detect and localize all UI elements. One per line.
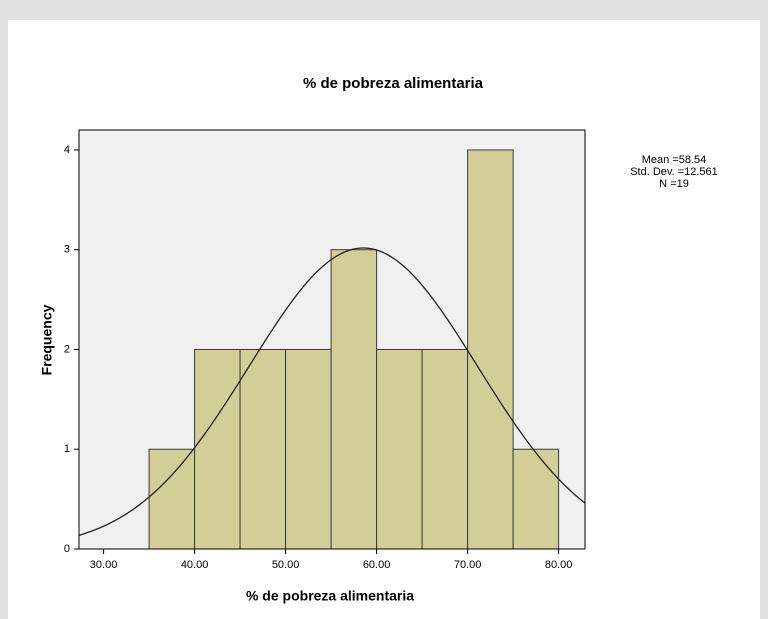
bar [421,348,469,550]
bar [512,448,560,550]
x-tick-label: 60.00 [363,559,391,571]
bar [148,448,196,550]
x-axis-title: % de pobreza alimentaria [246,588,414,604]
y-tick-label: 1 [64,443,70,455]
bar [467,149,514,550]
stat-std-dev: Std. Dev. =12.561 [630,166,718,178]
stat-mean: Mean =58.54 [642,154,707,166]
x-tick-label: 40.00 [181,559,209,571]
x-tick-label: 80.00 [545,559,573,571]
normal-curve [79,247,585,536]
y-axis-title: Frequency [39,304,55,375]
plot-border [78,129,586,550]
x-tick-label: 30.00 [90,559,118,571]
bar [330,249,378,550]
bar [194,348,241,550]
bar [239,348,287,550]
y-tick-label: 3 [64,244,70,256]
y-tick-label: 4 [64,144,70,156]
bar [285,348,332,550]
x-tick-label: 70.00 [454,559,482,571]
stat-n: N =19 [659,178,689,190]
y-tick-label: 0 [64,543,70,555]
bar [376,348,423,550]
x-tick-label: 50.00 [272,559,300,571]
chart-title: % de pobreza alimentaria [303,75,484,92]
y-tick-label: 2 [64,343,70,355]
